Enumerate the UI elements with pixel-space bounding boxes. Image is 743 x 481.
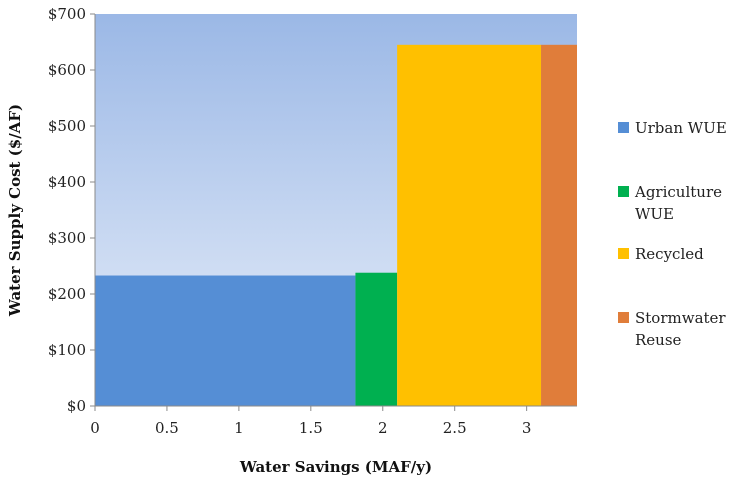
x-tick-label: 1.5 [299,419,323,437]
y-tick-label: $400 [48,173,86,191]
legend-label: Stormwater [635,309,726,327]
bar-stormwater-reuse [541,44,577,407]
y-tick-label: $100 [48,341,86,359]
legend-label: Recycled [635,245,704,263]
x-tick-label: 2 [378,419,388,437]
x-axis-title: Water Savings (MAF/y) [239,458,432,476]
bar-recycled [397,44,542,407]
y-tick-label: $200 [48,285,86,303]
y-tick-label: $0 [67,397,86,415]
axes-group [94,14,577,407]
y-tick-label: $700 [48,5,86,23]
x-tick-label: 0 [90,419,100,437]
y-tick-label: $300 [48,229,86,247]
legend-label: Agriculture [634,183,722,201]
bar-urban-wue [95,275,356,406]
x-tick-label: 2.5 [443,419,467,437]
legend-swatch [618,248,629,259]
x-ticks-group: 0 0.5 1 1.5 2 2.5 3 [90,406,531,437]
y-ticks-group: $0 $100 $200 $300 $400 $500 $600 $700 [48,5,95,415]
x-tick-label: 1 [234,419,244,437]
x-tick-label: 3 [522,419,532,437]
x-tick-label: 0.5 [155,419,179,437]
y-tick-label: $600 [48,61,86,79]
legend-swatch [618,122,629,133]
legend-label: WUE [635,205,674,223]
legend-label: Reuse [635,331,682,349]
y-tick-label: $500 [48,117,86,135]
legend-swatch [618,186,629,197]
legend: Urban WUE Agriculture WUE Recycled Stormwate… [618,119,727,349]
legend-swatch [618,312,629,323]
y-axis-title: Water Supply Cost ($/AF) [6,104,24,317]
bars-group [95,44,577,407]
legend-label: Urban WUE [635,119,727,137]
bar-agriculture-wue [355,272,398,406]
